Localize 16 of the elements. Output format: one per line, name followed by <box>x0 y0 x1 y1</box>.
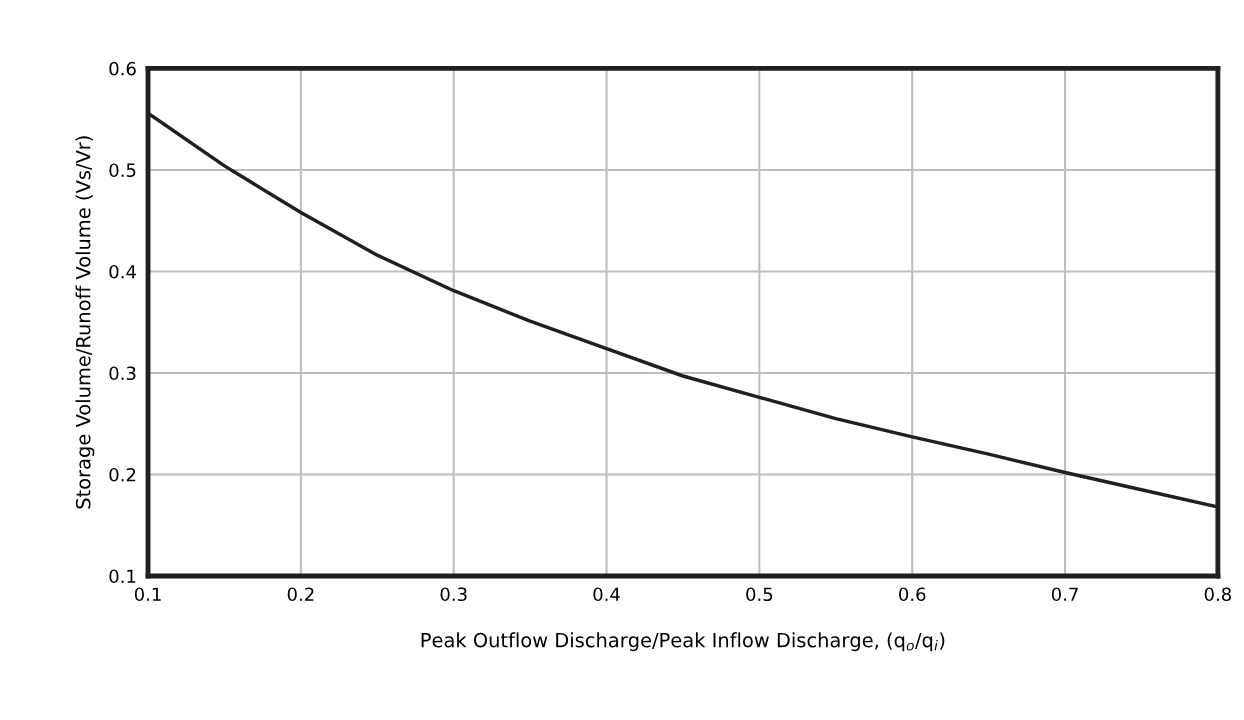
y-tick-label: 0.2 <box>109 467 136 482</box>
x-tick-label: 0.4 <box>593 587 620 602</box>
x-axis-title: Peak Outflow Discharge/Peak Inflow Discharge, (q$_{o}$/q$_{i}$) <box>421 632 945 652</box>
x-tick-label: 0.2 <box>287 587 314 602</box>
x-tick-label: 0.6 <box>899 587 926 602</box>
y-tick-label: 0.6 <box>109 61 136 76</box>
x-tick-label: 0.5 <box>746 587 773 602</box>
x-tick-label: 0.7 <box>1051 587 1078 602</box>
y-tick-label: 0.3 <box>109 366 136 381</box>
x-tick-label: 0.8 <box>1204 587 1231 602</box>
y-tick-label: 0.1 <box>109 569 136 584</box>
x-tick-label: 0.3 <box>440 587 467 602</box>
y-tick-label: 0.5 <box>109 163 136 178</box>
x-tick-label: 0.1 <box>134 587 161 602</box>
y-axis-title: Storage Volume/Runoff Volume (Vs/Vr) <box>75 136 95 509</box>
y-tick-label: 0.4 <box>109 264 136 279</box>
